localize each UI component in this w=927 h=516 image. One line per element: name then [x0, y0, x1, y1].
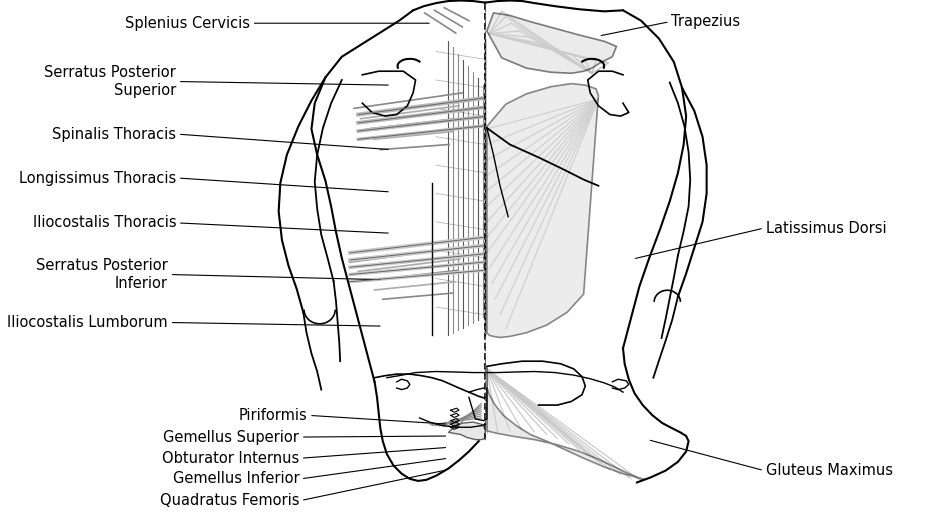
Text: Trapezius: Trapezius — [670, 14, 740, 29]
Text: Iliocostalis Thoracis: Iliocostalis Thoracis — [32, 215, 176, 231]
Polygon shape — [487, 13, 616, 73]
Text: Gemellus Superior: Gemellus Superior — [163, 429, 298, 445]
Text: Longissimus Thoracis: Longissimus Thoracis — [19, 170, 176, 186]
Text: Latissimus Dorsi: Latissimus Dorsi — [765, 220, 885, 236]
Text: Iliocostalis Lumborum: Iliocostalis Lumborum — [7, 315, 168, 330]
Polygon shape — [487, 366, 644, 480]
Text: Quadratus Femoris: Quadratus Femoris — [159, 493, 298, 508]
Text: Obturator Internus: Obturator Internus — [161, 450, 298, 466]
Text: Serratus Posterior
Superior: Serratus Posterior Superior — [44, 66, 176, 98]
Text: Gluteus Maximus: Gluteus Maximus — [765, 463, 892, 478]
Text: Piriformis: Piriformis — [238, 408, 307, 423]
Text: Serratus Posterior
Inferior: Serratus Posterior Inferior — [36, 259, 168, 291]
Polygon shape — [108, 0, 927, 516]
Text: Splenius Cervicis: Splenius Cervicis — [125, 15, 249, 31]
Text: Spinalis Thoracis: Spinalis Thoracis — [52, 126, 176, 142]
Polygon shape — [487, 84, 598, 337]
Polygon shape — [448, 422, 485, 440]
Text: Gemellus Inferior: Gemellus Inferior — [172, 471, 298, 487]
